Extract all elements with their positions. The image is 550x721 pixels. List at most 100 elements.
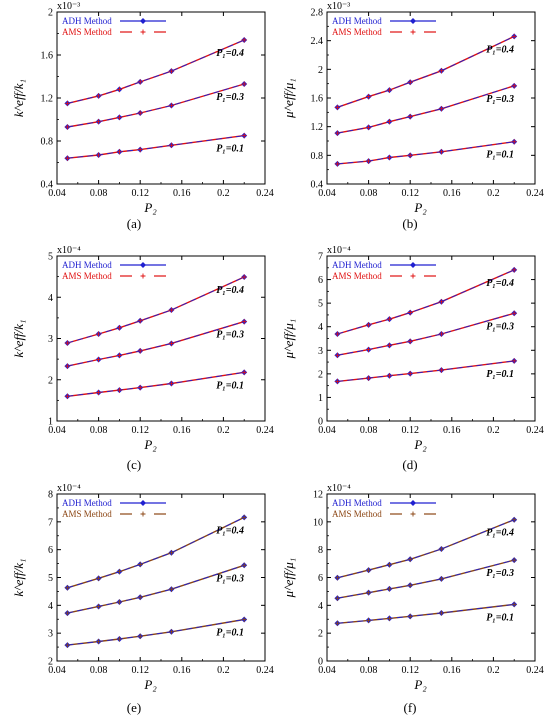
x-axis-label: P₂ xyxy=(143,677,157,692)
x-tick-label: 0.12 xyxy=(131,188,149,199)
data-point-ams xyxy=(334,331,340,337)
data-point-ams xyxy=(96,390,102,396)
y-tick-label: 8 xyxy=(48,490,53,501)
y-tick-label: 5 xyxy=(318,299,323,310)
data-point-ams xyxy=(511,139,517,145)
series-annotation: P₁=0.4 xyxy=(486,528,514,539)
data-point-ams xyxy=(241,81,247,87)
y-tick-label: 4 xyxy=(318,322,323,333)
legend-label-adh: ADH Method xyxy=(62,498,112,508)
y-tick-label: 2 xyxy=(48,8,53,19)
y-tick-label: 8 xyxy=(318,545,323,556)
data-point-ams xyxy=(116,599,122,605)
data-point-ams xyxy=(366,617,372,623)
data-point-ams xyxy=(137,110,143,116)
series-line-adh xyxy=(67,516,245,589)
x-axis-label: P₂ xyxy=(143,437,157,452)
data-point-ams xyxy=(334,378,340,384)
series-line-ams xyxy=(337,312,515,356)
x-tick-label: 0.08 xyxy=(360,188,378,199)
data-point-ams xyxy=(168,307,174,313)
data-point-ams xyxy=(407,371,413,377)
y-tick-label: 6 xyxy=(318,275,323,286)
series-annotation: P₁=0.4 xyxy=(216,525,244,536)
data-point-ams xyxy=(438,367,444,373)
data-point-ams xyxy=(241,37,247,43)
y-tick-label: 2.8 xyxy=(311,8,324,19)
data-point-ams xyxy=(334,130,340,136)
data-point-ams xyxy=(137,147,143,153)
data-point-ams xyxy=(64,642,70,648)
series-line-adh xyxy=(67,371,245,397)
x-tick-label: 0.2 xyxy=(217,665,230,676)
series-line-adh xyxy=(67,276,245,344)
data-point-ams xyxy=(386,562,392,568)
data-point-ams xyxy=(168,380,174,386)
data-point-ams xyxy=(386,342,392,348)
y-axis-label: μ^eff/μ₁ xyxy=(281,319,296,360)
data-point-ams xyxy=(407,338,413,344)
data-point-ams xyxy=(366,567,372,573)
y-tick-label: 5 xyxy=(48,573,53,584)
data-point-ams xyxy=(366,124,372,130)
data-point-ams xyxy=(386,615,392,621)
data-point-ams xyxy=(116,149,122,155)
data-point-ams xyxy=(64,610,70,616)
data-point-ams xyxy=(168,68,174,74)
x-tick-label: 0.24 xyxy=(256,425,274,436)
data-point-ams xyxy=(511,517,517,523)
data-point-ams xyxy=(366,375,372,381)
chart-panel-1: 0.04 0.08 0.12 0.16 0.2 0.24 0.4 0.8 1.2 1.6 2 x10⁻… xyxy=(11,1,274,231)
x-tick-label: 0.12 xyxy=(131,425,149,436)
legend-marker-ams xyxy=(410,29,416,35)
data-point-ams xyxy=(438,331,444,337)
x-tick-label: 0.2 xyxy=(217,425,230,436)
data-point-ams xyxy=(64,155,70,161)
series-annotation: P₁=0.4 xyxy=(486,44,514,55)
axis-exponent: x10⁻⁴ xyxy=(327,245,351,256)
legend-label-adh: ADH Method xyxy=(62,16,112,26)
legend-label-adh: ADH Method xyxy=(332,16,382,26)
x-tick-label: 0.04 xyxy=(318,188,336,199)
x-axis-label: P₂ xyxy=(413,200,427,215)
data-point-ams xyxy=(116,569,122,575)
y-tick-label: 7 xyxy=(318,252,323,263)
y-tick-label: 1.6 xyxy=(41,51,54,62)
series-line-adh xyxy=(67,321,245,367)
y-tick-label: 1.2 xyxy=(311,122,324,133)
y-tick-label: 0.4 xyxy=(41,180,54,191)
data-point-ams xyxy=(64,100,70,106)
y-tick-label: 2 xyxy=(48,657,53,668)
data-point-ams xyxy=(438,149,444,155)
y-tick-label: 1 xyxy=(48,417,53,428)
data-point-ams xyxy=(511,267,517,273)
data-point-ams xyxy=(386,316,392,322)
series-line-adh xyxy=(67,39,245,104)
x-tick-label: 0.16 xyxy=(443,425,461,436)
data-point-ams xyxy=(137,79,143,85)
series-annotation: P₁=0.3 xyxy=(486,321,514,332)
series-annotation: P₁=0.4 xyxy=(216,48,244,59)
series-line-adh xyxy=(337,269,515,335)
y-axis-label: k^eff/k₁ xyxy=(11,79,26,117)
y-tick-label: 4 xyxy=(48,293,53,304)
legend-label-ams: AMS Method xyxy=(332,27,382,37)
legend-label-adh: ADH Method xyxy=(332,498,382,508)
data-point-ams xyxy=(64,585,70,591)
axis-exponent: x10⁻³ xyxy=(57,1,80,12)
data-point-ams xyxy=(137,633,143,639)
chart-panel-3: 0.04 0.08 0.12 0.16 0.2 0.24 1 2 3 4 5 x10⁻⁴ k^eff/k… xyxy=(11,245,274,472)
data-point-ams xyxy=(334,575,340,581)
series-annotation: P₁=0.3 xyxy=(216,92,244,103)
data-point-ams xyxy=(116,114,122,120)
axis-exponent: x10⁻⁴ xyxy=(327,483,351,494)
chart-panel-6: 0.04 0.08 0.12 0.16 0.2 0.24 0 2 4 6 8 10 12 x10⁻⁴ μ^e… xyxy=(281,483,544,715)
y-tick-label: 6 xyxy=(318,573,323,584)
data-point-ams xyxy=(96,119,102,125)
y-tick-label: 1 xyxy=(318,393,323,404)
data-point-ams xyxy=(116,387,122,393)
x-tick-label: 0.2 xyxy=(487,425,500,436)
y-tick-label: 10 xyxy=(313,517,323,528)
data-point-ams xyxy=(366,590,372,596)
series-line-adh xyxy=(67,564,245,614)
